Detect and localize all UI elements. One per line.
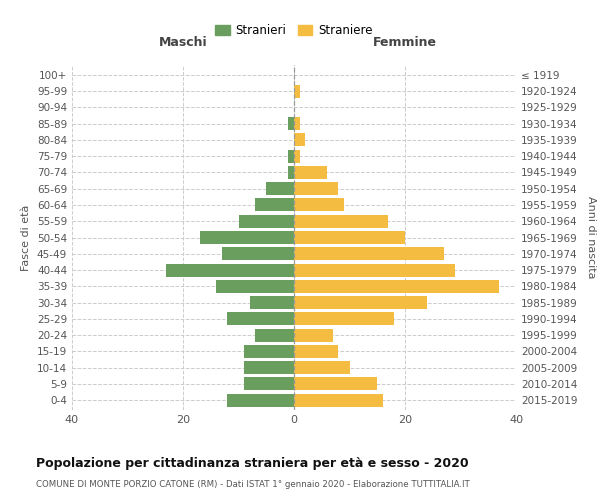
Bar	[289, 117, 294, 130]
Bar	[294, 264, 455, 276]
Bar	[294, 231, 405, 244]
Bar	[294, 117, 299, 130]
Bar	[294, 378, 377, 390]
Y-axis label: Anni di nascita: Anni di nascita	[586, 196, 596, 279]
Bar	[200, 231, 294, 244]
Bar	[255, 198, 294, 211]
Bar	[294, 280, 499, 293]
Bar	[244, 345, 294, 358]
Bar	[294, 345, 338, 358]
Text: Femmine: Femmine	[373, 36, 437, 49]
Bar	[289, 166, 294, 179]
Bar	[166, 264, 294, 276]
Text: Maschi: Maschi	[158, 36, 208, 49]
Text: Popolazione per cittadinanza straniera per età e sesso - 2020: Popolazione per cittadinanza straniera p…	[36, 458, 469, 470]
Bar	[239, 214, 294, 228]
Bar	[294, 84, 299, 98]
Bar	[244, 361, 294, 374]
Bar	[294, 328, 333, 342]
Bar	[294, 361, 349, 374]
Bar	[294, 312, 394, 326]
Bar	[227, 394, 294, 406]
Bar	[244, 378, 294, 390]
Bar	[255, 328, 294, 342]
Bar	[294, 248, 444, 260]
Bar	[294, 166, 328, 179]
Bar	[222, 248, 294, 260]
Bar	[289, 150, 294, 162]
Bar	[294, 214, 388, 228]
Y-axis label: Fasce di età: Fasce di età	[22, 204, 31, 270]
Bar	[227, 312, 294, 326]
Bar	[294, 198, 344, 211]
Bar	[294, 134, 305, 146]
Bar	[294, 182, 338, 195]
Bar	[294, 296, 427, 309]
Bar	[216, 280, 294, 293]
Bar	[266, 182, 294, 195]
Bar	[250, 296, 294, 309]
Legend: Stranieri, Straniere: Stranieri, Straniere	[211, 19, 377, 42]
Bar	[294, 394, 383, 406]
Bar	[294, 150, 299, 162]
Text: COMUNE DI MONTE PORZIO CATONE (RM) - Dati ISTAT 1° gennaio 2020 - Elaborazione T: COMUNE DI MONTE PORZIO CATONE (RM) - Dat…	[36, 480, 470, 489]
